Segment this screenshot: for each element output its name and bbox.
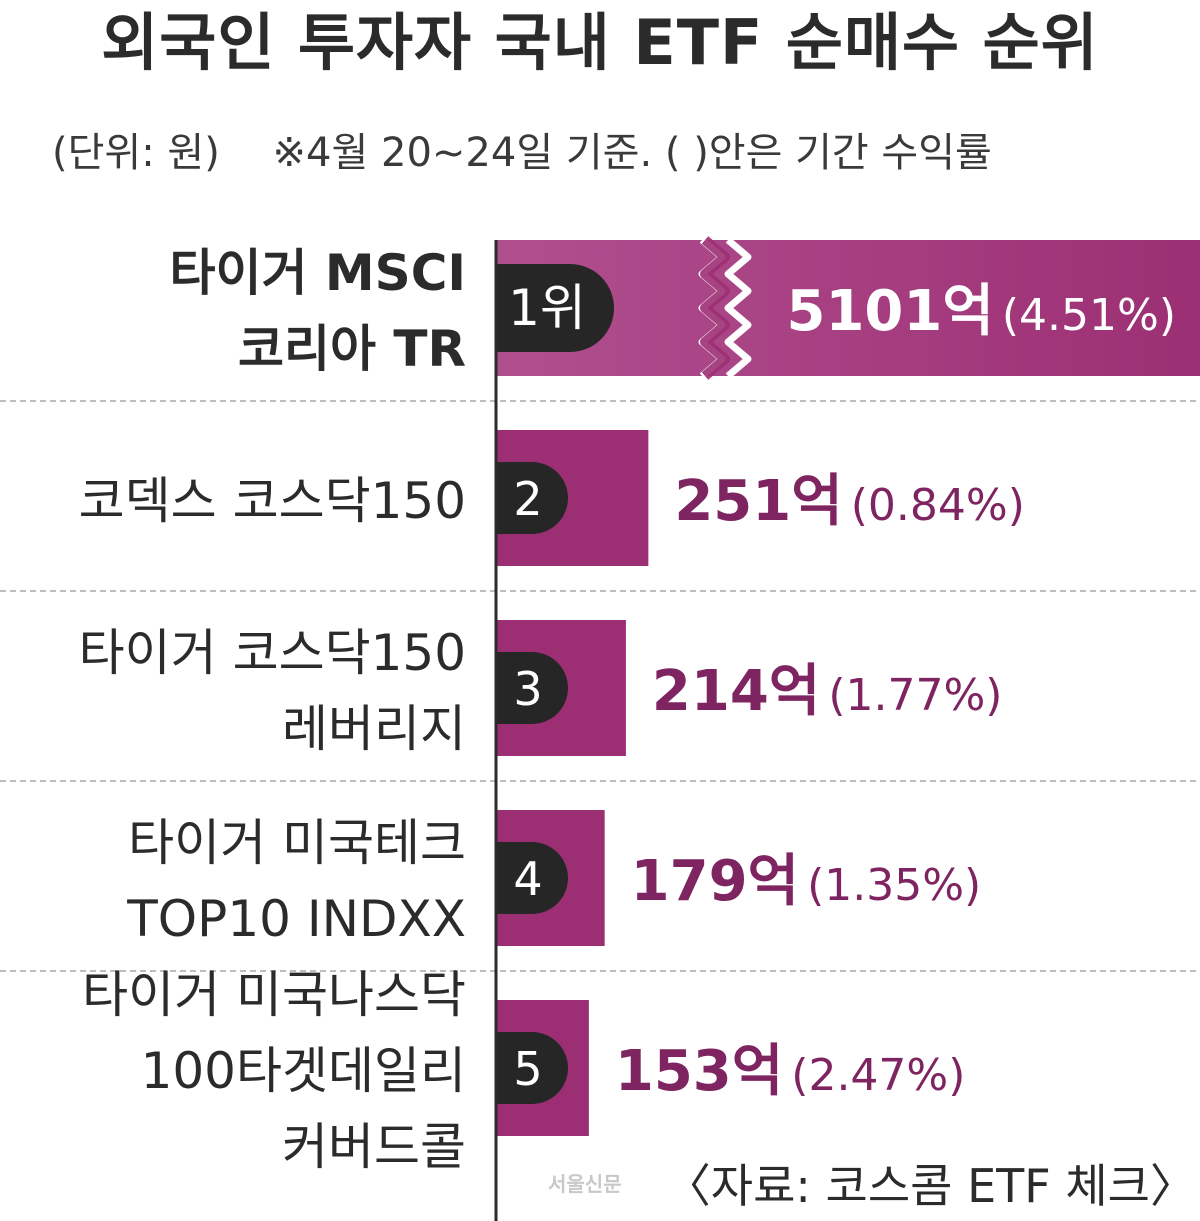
unit-label: (단위: 원) bbox=[52, 130, 220, 176]
value-amount-4: 179억 bbox=[631, 849, 799, 914]
category-label-3: 타이거 코스닥150 bbox=[79, 624, 466, 682]
rank-badge-4 bbox=[496, 842, 568, 914]
value-label-4: 179억 (1.35%) bbox=[631, 849, 982, 914]
rank-label-1: 1위 bbox=[508, 279, 586, 337]
rank-label-2: 2 bbox=[513, 472, 542, 526]
category-label-3: 레버리지 bbox=[282, 700, 466, 758]
rank-label-3: 3 bbox=[513, 662, 542, 716]
rank-label-5: 5 bbox=[513, 1042, 542, 1096]
category-label-2: 코덱스 코스닥150 bbox=[79, 472, 466, 530]
value-label-5: 153억 (2.47%) bbox=[615, 1039, 966, 1104]
value-label-1: 5101억 (4.51%) bbox=[787, 279, 1177, 344]
value-amount-1: 5101억 bbox=[787, 279, 994, 344]
category-label-4: 타이거 미국테크 bbox=[128, 814, 466, 872]
value-label-2: 251억 (0.84%) bbox=[674, 469, 1025, 534]
category-label-1: 타이거 MSCI bbox=[170, 244, 466, 302]
value-amount-2: 251억 bbox=[674, 469, 842, 534]
source-note: 〈자료: 코스콤 ETF 체크〉 bbox=[664, 1159, 1196, 1213]
return-rate-1: (4.51%) bbox=[1002, 290, 1176, 341]
rank-label-4: 4 bbox=[513, 852, 542, 906]
value-amount-5: 153억 bbox=[615, 1039, 783, 1104]
category-label-5: 타이거 미국나스닥 bbox=[82, 966, 466, 1024]
rank-badge-1 bbox=[496, 264, 614, 352]
chart-subtitle: (단위: 원) ※4월 20~24일 기준. ( )안은 기간 수익률 bbox=[52, 120, 992, 178]
value-label-3: 214억 (1.77%) bbox=[652, 659, 1003, 724]
rank-badge-5 bbox=[496, 1032, 568, 1104]
category-label-1: 코리아 TR bbox=[238, 320, 466, 378]
watermark: 서울신문 bbox=[548, 1172, 622, 1196]
return-rate-2: (0.84%) bbox=[851, 480, 1025, 531]
return-rate-3: (1.77%) bbox=[828, 670, 1002, 721]
category-label-4: TOP10 INDXX bbox=[126, 890, 466, 948]
return-rate-4: (1.35%) bbox=[807, 860, 981, 911]
rank-badge-3 bbox=[496, 652, 568, 724]
period-note: ※4월 20~24일 기준. ( )안은 기간 수익률 bbox=[272, 130, 992, 176]
value-amount-3: 214억 bbox=[652, 659, 820, 724]
rank-badge-2 bbox=[496, 462, 568, 534]
axis-break-line-right bbox=[724, 237, 752, 379]
return-rate-5: (2.47%) bbox=[791, 1050, 965, 1101]
chart-title: 외국인 투자자 국내 ETF 순매수 순위 bbox=[101, 6, 1099, 79]
category-label-5: 100타겟데일리 bbox=[141, 1042, 466, 1100]
axis-break-band bbox=[700, 236, 730, 380]
category-label-5: 커버드콜 bbox=[282, 1118, 466, 1176]
